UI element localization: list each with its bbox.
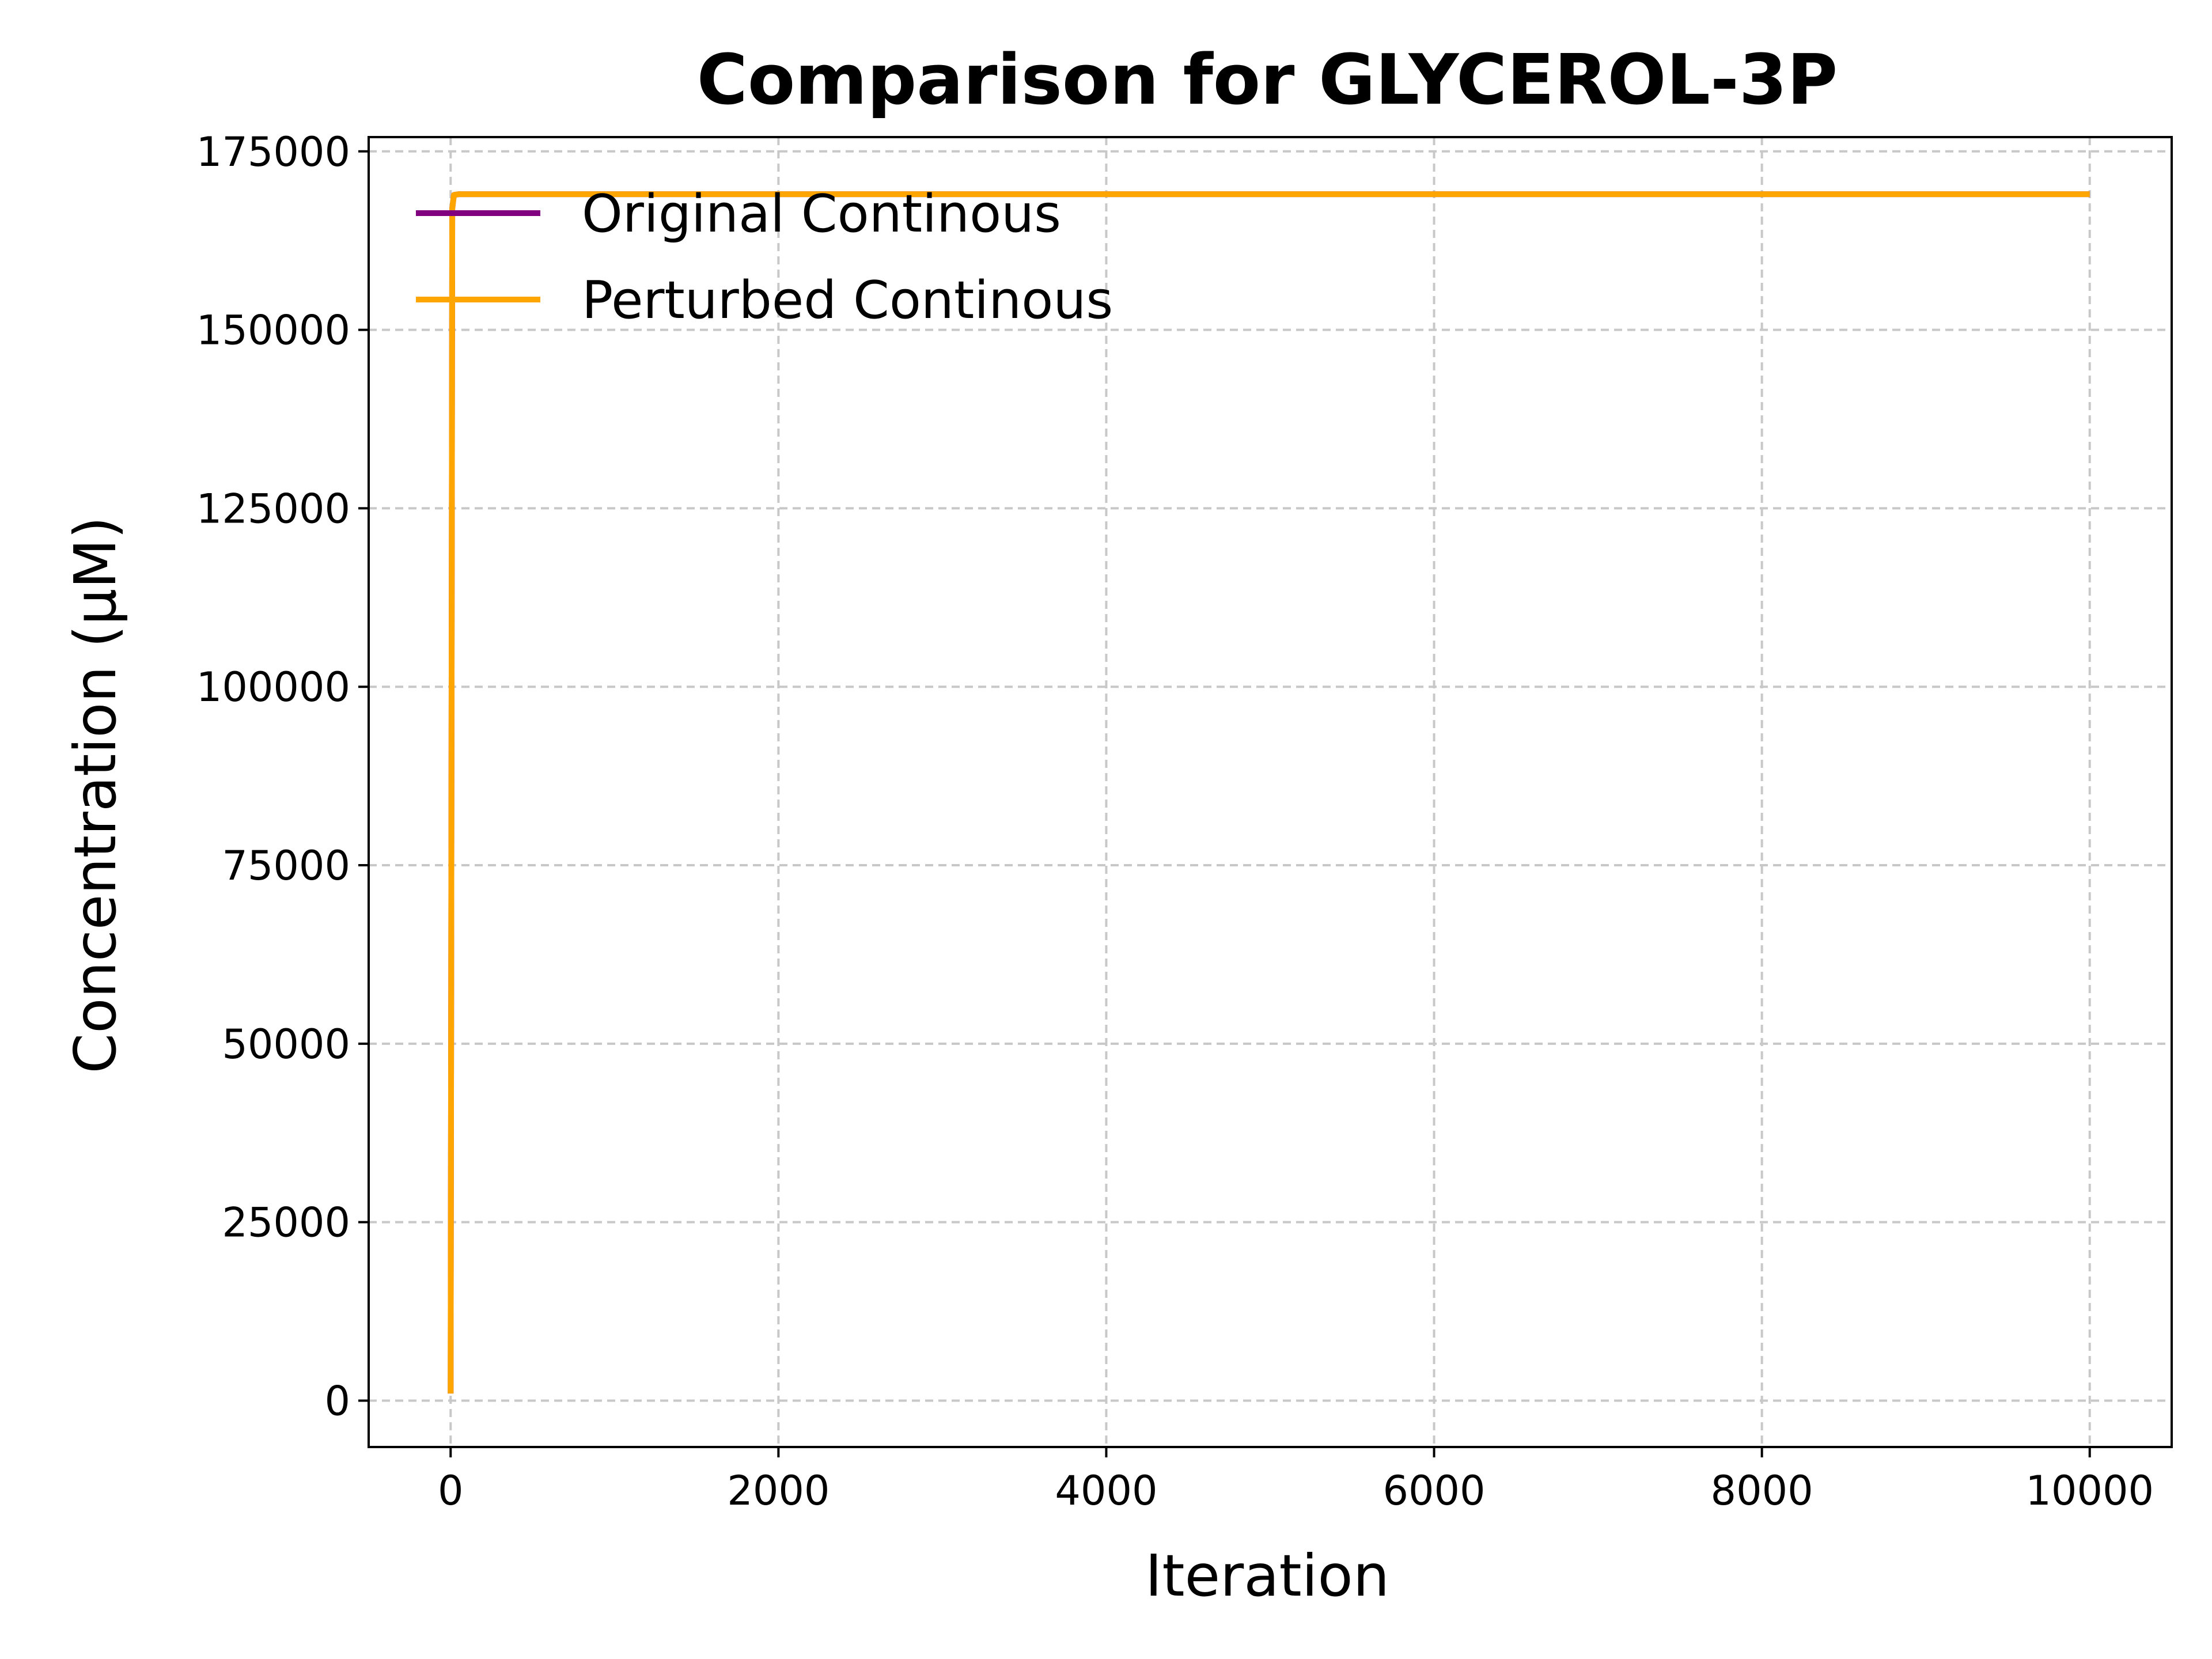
x-axis-label: Iteration bbox=[1145, 1542, 1389, 1609]
y-axis-ticks: 0 25000 50000 75000 100000 125000 150000 175000 bbox=[196, 128, 369, 1425]
legend: Original Continous Perturbed Continous bbox=[416, 184, 1113, 331]
grid bbox=[369, 137, 2172, 1447]
y-tick-label: 125000 bbox=[196, 485, 350, 532]
legend-label: Original Continous bbox=[582, 184, 1061, 244]
chart-title: Comparison for GLYCEROL-3P bbox=[697, 40, 1838, 120]
series-line-1 bbox=[448, 191, 2090, 1394]
x-axis-ticks: 0 2000 4000 6000 8000 10000 bbox=[438, 1447, 2154, 1514]
x-tick-label: 2000 bbox=[727, 1467, 830, 1514]
x-tick-label: 10000 bbox=[2025, 1467, 2154, 1514]
y-tick-label: 0 bbox=[324, 1377, 350, 1425]
plot-frame bbox=[368, 136, 2173, 1448]
y-tick-label: 175000 bbox=[196, 128, 350, 176]
y-tick-label: 150000 bbox=[196, 307, 350, 354]
series-lines bbox=[448, 191, 2090, 1394]
legend-label: Perturbed Continous bbox=[582, 270, 1113, 331]
x-tick-label: 4000 bbox=[1055, 1467, 1157, 1514]
y-tick-label: 25000 bbox=[222, 1199, 350, 1247]
y-tick-label: 100000 bbox=[196, 664, 350, 711]
x-tick-label: 0 bbox=[438, 1467, 464, 1514]
series-line-2 bbox=[448, 191, 2090, 1394]
y-tick-label: 75000 bbox=[222, 842, 350, 889]
y-tick-label: 50000 bbox=[222, 1021, 350, 1068]
x-tick-label: 6000 bbox=[1382, 1467, 1485, 1514]
x-tick-label: 8000 bbox=[1711, 1467, 1813, 1514]
y-axis-label: Concentration (μM) bbox=[62, 516, 129, 1073]
